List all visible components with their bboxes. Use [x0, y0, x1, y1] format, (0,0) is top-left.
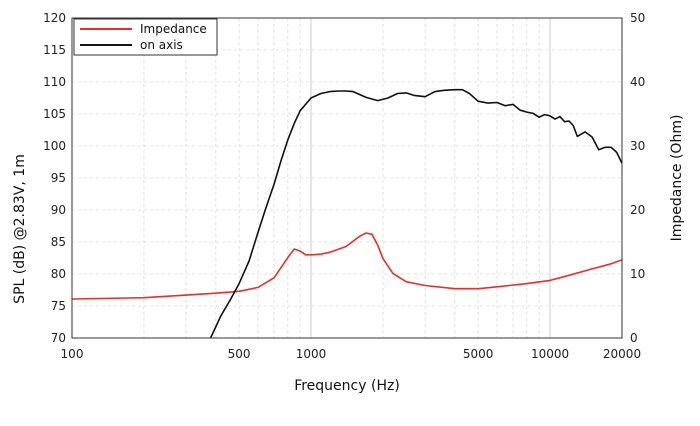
x-tick-label: 10000 [531, 347, 569, 361]
y-tick-label: 110 [43, 75, 66, 89]
x-tick-label: 20000 [603, 347, 641, 361]
y-tick-label: 105 [43, 107, 66, 121]
y-tick-label: 120 [43, 11, 66, 25]
x-tick-label: 5000 [463, 347, 494, 361]
y2-tick-label: 0 [630, 331, 638, 345]
y-tick-label: 80 [51, 267, 66, 281]
y2-tick-label: 30 [630, 139, 645, 153]
y-tick-label: 70 [51, 331, 66, 345]
x-tick-label: 500 [228, 347, 251, 361]
y2-tick-label: 40 [630, 75, 645, 89]
legend-box [73, 18, 218, 56]
y-tick-label: 100 [43, 139, 66, 153]
legend-label-on-axis: on axis [140, 38, 183, 52]
x-tick-label: 1000 [296, 347, 327, 361]
y-tick-label: 95 [51, 171, 66, 185]
y-axis-title: SPL (dB) @2.83V, 1m [12, 154, 28, 304]
series-line-impedance [71, 232, 623, 300]
legend: Impedance on axis [73, 18, 218, 56]
legend-label-impedance: Impedance [140, 22, 207, 36]
y-tick-label: 115 [43, 43, 66, 57]
y2-tick-label: 20 [630, 203, 645, 217]
y2-axis-title: Impedance (Ohm) [669, 115, 685, 242]
plot-frame [71, 17, 623, 339]
series-layer [71, 88, 623, 339]
x-axis-title: Frequency (Hz) [294, 378, 400, 394]
y-tick-label: 75 [51, 299, 66, 313]
series-line-on-axis [209, 88, 623, 339]
x-tick-label: 100 [61, 347, 84, 361]
y-tick-label: 85 [51, 235, 66, 249]
y-tick-label: 90 [51, 203, 66, 217]
y2-tick-label: 50 [630, 11, 645, 25]
tick-labels: 100 500 1000 5000 10000 200007075808590951001… [43, 11, 645, 361]
y2-tick-label: 10 [630, 267, 645, 281]
